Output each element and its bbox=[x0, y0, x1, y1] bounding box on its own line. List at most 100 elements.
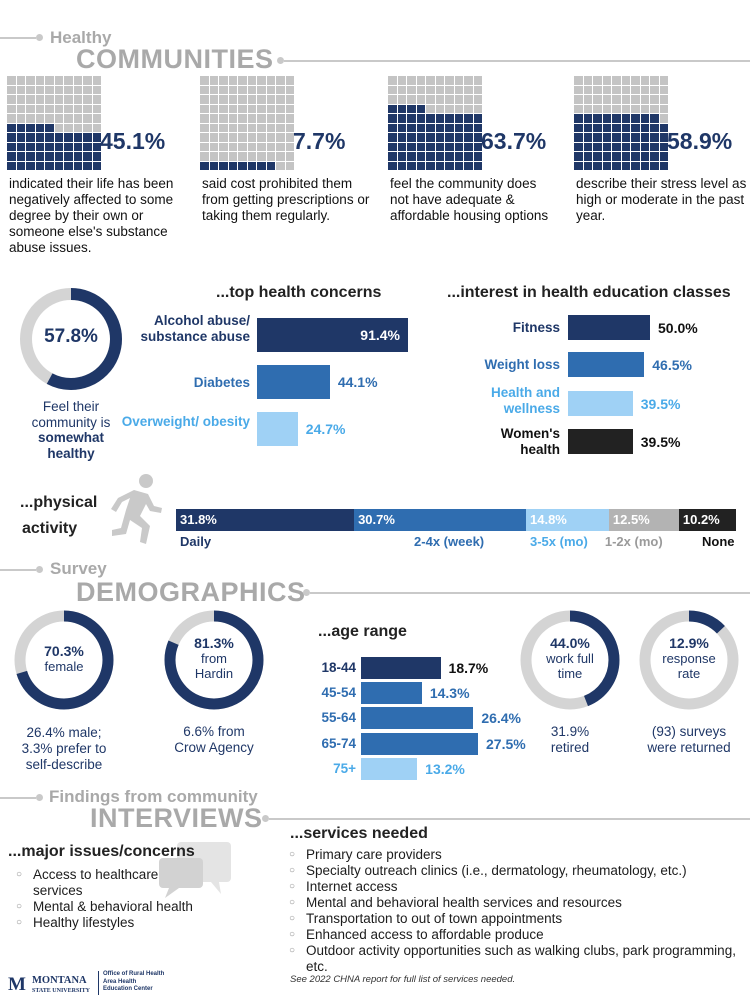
waffle-cell bbox=[407, 85, 416, 95]
waffle-cell bbox=[583, 95, 593, 104]
bar bbox=[568, 429, 633, 454]
waffle-cell bbox=[397, 95, 407, 104]
waffle-cell bbox=[640, 85, 650, 95]
issues-list: Access to healthcare servicesMental & be… bbox=[16, 867, 206, 931]
waffle-cell bbox=[276, 76, 285, 85]
bar-category-label: Alcohol abuse/ substance abuse bbox=[140, 313, 250, 344]
waffle-cell bbox=[7, 85, 16, 95]
waffle-cell bbox=[640, 161, 650, 171]
waffle-cell bbox=[464, 152, 473, 161]
waffle-cell bbox=[16, 133, 26, 142]
waffle-cell bbox=[621, 133, 631, 142]
waffle-cell bbox=[659, 95, 669, 104]
waffle-cell bbox=[73, 123, 83, 133]
segment-value-label: 31.8% bbox=[180, 512, 217, 527]
waffle-cell bbox=[276, 95, 285, 104]
bar bbox=[257, 412, 298, 446]
bar-value-label: 13.2% bbox=[425, 761, 465, 777]
ring-caption: 26.4% male; 3.3% prefer to self-describe bbox=[4, 725, 124, 773]
bar bbox=[257, 318, 408, 352]
waffle-cell bbox=[73, 85, 83, 95]
waffle-cell bbox=[602, 104, 612, 114]
waffle-cell bbox=[266, 85, 276, 95]
waffle-cell bbox=[200, 104, 209, 114]
waffle-cell bbox=[612, 123, 621, 133]
services-note: See 2022 CHNA report for full list of se… bbox=[290, 974, 516, 985]
bar-category-label: Diabetes bbox=[193, 375, 250, 390]
waffle-cell bbox=[640, 95, 650, 104]
waffle-cell bbox=[454, 114, 464, 123]
waffle-cell bbox=[83, 95, 92, 104]
waffle-cell bbox=[650, 123, 659, 133]
waffle-cell bbox=[228, 161, 238, 171]
waffle-cell bbox=[26, 133, 35, 142]
waffle-cell bbox=[659, 161, 669, 171]
bar-value-label: 39.5% bbox=[640, 395, 681, 412]
waffle-cell bbox=[7, 152, 16, 161]
waffle-cell bbox=[659, 142, 669, 152]
waffle-cell bbox=[219, 142, 228, 152]
segment-value-label: 30.7% bbox=[358, 512, 395, 527]
waffle-cell bbox=[16, 114, 26, 123]
segment-category-label: Daily bbox=[180, 534, 212, 549]
waffle-cell bbox=[612, 85, 621, 95]
msu-logo-mark: M bbox=[8, 974, 26, 995]
waffle-cell bbox=[209, 152, 219, 161]
waffle-cell bbox=[238, 152, 247, 161]
waffle-cell bbox=[650, 161, 659, 171]
waffle-cell bbox=[583, 114, 593, 123]
waffle-cell bbox=[16, 95, 26, 104]
waffle-cell bbox=[445, 85, 454, 95]
waffle-cell bbox=[92, 161, 102, 171]
waffle-cell bbox=[407, 95, 416, 104]
waffle-cell bbox=[238, 123, 247, 133]
waffle-cell bbox=[397, 123, 407, 133]
waffle-cell bbox=[640, 123, 650, 133]
waffle-cell bbox=[238, 133, 247, 142]
waffle-cell bbox=[574, 142, 583, 152]
waffle-cell bbox=[659, 104, 669, 114]
waffle-cell bbox=[583, 76, 593, 85]
waffle-cell bbox=[35, 152, 45, 161]
waffle-cell bbox=[257, 133, 266, 142]
waffle-cell bbox=[426, 114, 435, 123]
waffle-cell bbox=[83, 142, 92, 152]
waffle-cell bbox=[219, 85, 228, 95]
bar-value-label: 39.5% bbox=[640, 433, 681, 450]
waffle-cell bbox=[435, 152, 445, 161]
waffle-cell bbox=[7, 95, 16, 104]
waffle-cell bbox=[83, 161, 92, 171]
waffle-cell bbox=[602, 95, 612, 104]
waffle-cell bbox=[574, 76, 583, 85]
ring-caption: (93) surveys were returned bbox=[629, 724, 749, 756]
waffle-cell bbox=[209, 142, 219, 152]
waffle-cell bbox=[276, 152, 285, 161]
waffle-cell bbox=[276, 123, 285, 133]
waffle-cell bbox=[73, 152, 83, 161]
waffle-cell bbox=[388, 133, 397, 142]
waffle-cell bbox=[593, 104, 602, 114]
waffle-cell bbox=[621, 152, 631, 161]
waffle-cell bbox=[631, 76, 640, 85]
waffle-cell bbox=[54, 114, 64, 123]
waffle-cell bbox=[45, 123, 54, 133]
waffle-cell bbox=[238, 104, 247, 114]
waffle-cell bbox=[621, 95, 631, 104]
waffle-cell bbox=[473, 123, 483, 133]
waffle-cell bbox=[612, 95, 621, 104]
ring-inner-text: female bbox=[44, 659, 84, 674]
waffle-cell bbox=[16, 85, 26, 95]
services-list: Primary care providersSpecialty outreach… bbox=[289, 847, 739, 975]
community-health-caption: Feel their community is somewhat healthy bbox=[0, 399, 142, 461]
waffle-cell bbox=[219, 95, 228, 104]
ring-fill bbox=[14, 610, 114, 710]
waffle-cell bbox=[276, 161, 285, 171]
waffle-cell bbox=[407, 104, 416, 114]
waffle-cell bbox=[407, 123, 416, 133]
physical-title-line2: activity bbox=[22, 520, 78, 537]
community-health-ring bbox=[20, 288, 122, 390]
waffle-cell bbox=[593, 152, 602, 161]
segment-category-label: 2-4x (week) bbox=[414, 534, 485, 549]
waffle-cell bbox=[266, 76, 276, 85]
waffle-cell bbox=[219, 104, 228, 114]
